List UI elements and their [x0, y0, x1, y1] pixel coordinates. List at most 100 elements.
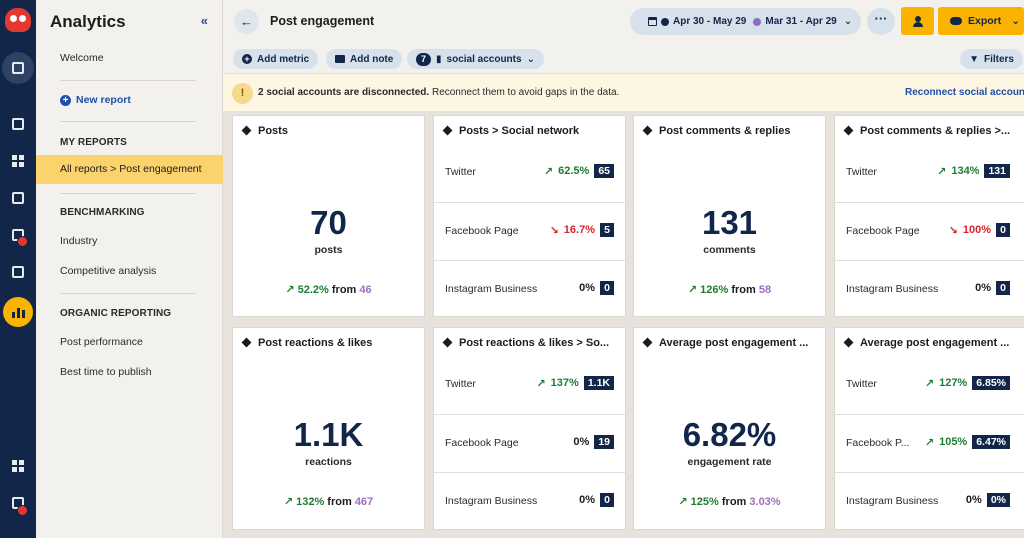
report-dashboard: Posts 70 posts ↗ 52.2% from 46 Posts > S… — [223, 112, 1024, 538]
disconnected-accounts-alert: ! 2 social accounts are disconnected. Re… — [223, 73, 1024, 112]
more-options-icon[interactable]: ··· — [867, 8, 895, 35]
card-title: Average post engagement ... — [844, 337, 1009, 349]
add-note-label: Add note — [350, 53, 394, 65]
report-toolbar: + Add metric Add note 7 ▮ social account… — [223, 44, 1024, 73]
breakdown-card-comments[interactable]: Post comments & replies >... Twitter ↗ 13… — [834, 115, 1024, 317]
layers-icon — [643, 126, 653, 136]
trend-up-icon: ↗ — [687, 284, 698, 296]
compose-icon[interactable] — [2, 52, 34, 84]
accounts-count-badge: 7 — [416, 52, 432, 66]
trend-down-icon: ↘ — [549, 224, 559, 237]
warning-icon: ! — [232, 83, 253, 104]
network-row-twitter: Twitter ↗ 137% 1.1K — [434, 356, 625, 414]
apps-grid-icon[interactable] — [5, 453, 31, 479]
metric-card-reactions[interactable]: Post reactions & likes 1.1K reactions ↗ … — [232, 327, 425, 530]
metric-card-posts[interactable]: Posts 70 posts ↗ 52.2% from 46 — [232, 115, 425, 317]
social-accounts-filter[interactable]: 7 ▮ social accounts ⌄ — [407, 49, 544, 69]
add-metric-label: Add metric — [257, 53, 310, 65]
sidebar-item-competitive-analysis[interactable]: Competitive analysis — [60, 265, 157, 277]
export-label: Export — [968, 15, 1002, 27]
collapse-sidebar-icon[interactable]: « — [200, 13, 208, 28]
bar-chart-icon: ▮ — [436, 53, 442, 65]
filters-label: Filters — [983, 53, 1014, 65]
chevron-down-icon: ⌄ — [1011, 15, 1021, 27]
card-title: Average post engagement ... — [643, 337, 808, 349]
add-note-button[interactable]: Add note — [326, 49, 403, 69]
analytics-sidebar: Analytics « Welcome + New report MY REPO… — [36, 0, 223, 538]
share-button[interactable] — [901, 7, 934, 35]
reconnect-accounts-link[interactable]: Reconnect social accounts — [905, 87, 1024, 98]
network-row-facebook: Facebook Page ↘ 100% 0 — [835, 202, 1024, 260]
trend-up-icon: ↗ — [924, 377, 935, 390]
network-row-facebook: Facebook Page ↘ 16.7% 5 — [434, 202, 625, 260]
trend-up-icon: ↗ — [678, 496, 688, 508]
add-person-icon — [912, 15, 923, 27]
metric-card-engagement[interactable]: Average post engagement ... 6.82% engage… — [633, 327, 826, 530]
plus-icon: + — [60, 94, 71, 106]
back-arrow-icon[interactable]: ← — [234, 9, 259, 34]
sidebar-item-industry[interactable]: Industry — [60, 235, 98, 247]
cloud-download-icon — [950, 17, 962, 25]
calendar-icon[interactable] — [5, 185, 31, 211]
analytics-icon[interactable] — [3, 297, 33, 327]
date-current: Apr 30 - May 29 — [673, 16, 747, 27]
sidebar-item-post-performance[interactable]: Post performance — [60, 336, 143, 348]
metric-value: 1.1K — [293, 416, 364, 453]
card-title: Posts — [242, 125, 288, 137]
layers-icon — [643, 338, 653, 348]
app-rail — [0, 0, 36, 538]
metric-card-comments[interactable]: Post comments & replies 131 comments ↗ 1… — [633, 115, 826, 317]
filter-icon: ▼ — [969, 53, 979, 65]
network-row-instagram: Instagram Business 0% 0 — [434, 260, 625, 316]
alert-message: 2 social accounts are disconnected. Reco… — [258, 87, 619, 98]
network-row-instagram: Instagram Business 0% 0 — [434, 472, 625, 529]
network-row-facebook: Facebook P... ↗ 105% 6.47% — [835, 414, 1024, 472]
divider — [60, 193, 196, 194]
sidebar-item-post-engagement[interactable]: All reports > Post engagement — [36, 155, 223, 184]
trend-up-icon: ↗ — [283, 496, 294, 508]
card-title: Post reactions & likes — [242, 337, 372, 349]
network-row-facebook: Facebook Page 0% 19 — [434, 414, 625, 472]
alert-bold: 2 social accounts are disconnected. — [258, 87, 430, 98]
network-row-instagram: Instagram Business 0% 0 — [835, 260, 1024, 316]
notification-dot — [17, 505, 28, 516]
current-period-dot — [661, 17, 669, 26]
note-icon — [335, 55, 345, 63]
streams-grid-icon[interactable] — [5, 148, 31, 174]
trend-up-icon: ↗ — [285, 284, 295, 296]
metric-value: 131 — [701, 204, 758, 241]
add-metric-button[interactable]: + Add metric — [233, 49, 319, 69]
metric-unit: reactions — [305, 456, 352, 468]
accounts-label: social accounts — [446, 53, 522, 65]
compare-period-dot — [753, 17, 762, 26]
date-range-selector[interactable]: Apr 30 - May 29 Mar 31 - Apr 29 ⌄ — [630, 8, 861, 35]
trend-down-icon: ↘ — [948, 224, 958, 237]
divider — [60, 293, 196, 294]
network-row-twitter: Twitter ↗ 62.5% 65 — [434, 144, 625, 202]
layers-icon — [443, 126, 453, 136]
megaphone-icon[interactable] — [5, 259, 31, 285]
organic-reporting-heading: ORGANIC REPORTING — [60, 308, 172, 319]
breakdown-card-posts[interactable]: Posts > Social network Twitter ↗ 62.5% 65 … — [433, 115, 626, 317]
export-button[interactable]: Export ⌄ — [938, 7, 1024, 35]
my-reports-heading: MY REPORTS — [60, 137, 127, 148]
metric-change: ↗ 132% from 467 — [283, 496, 374, 508]
breakdown-card-engagement[interactable]: Average post engagement ... Twitter ↗ 127… — [834, 327, 1024, 530]
network-row-twitter: Twitter ↗ 134% 131 — [835, 144, 1024, 202]
new-report-button[interactable]: + New report — [60, 94, 131, 106]
chevron-down-icon: ⌄ — [843, 16, 853, 27]
page-header: ← Post engagement Apr 30 - May 29 Mar 31… — [223, 0, 1024, 44]
metric-change: ↗ 126% from 58 — [687, 284, 772, 296]
layers-icon — [844, 338, 854, 348]
new-report-label: New report — [76, 94, 131, 106]
divider — [60, 80, 196, 81]
owl-logo-icon[interactable] — [5, 8, 31, 32]
chevron-down-icon: ⌄ — [526, 53, 535, 65]
planner-icon[interactable] — [5, 111, 31, 137]
sidebar-item-best-time[interactable]: Best time to publish — [60, 366, 152, 378]
breakdown-card-reactions[interactable]: Post reactions & likes > So... Twitter ↗… — [433, 327, 626, 530]
sidebar-item-welcome[interactable]: Welcome — [60, 52, 104, 64]
filters-button[interactable]: ▼ Filters — [960, 49, 1023, 69]
trend-up-icon: ↗ — [543, 165, 554, 178]
card-title: Post comments & replies — [643, 125, 790, 137]
